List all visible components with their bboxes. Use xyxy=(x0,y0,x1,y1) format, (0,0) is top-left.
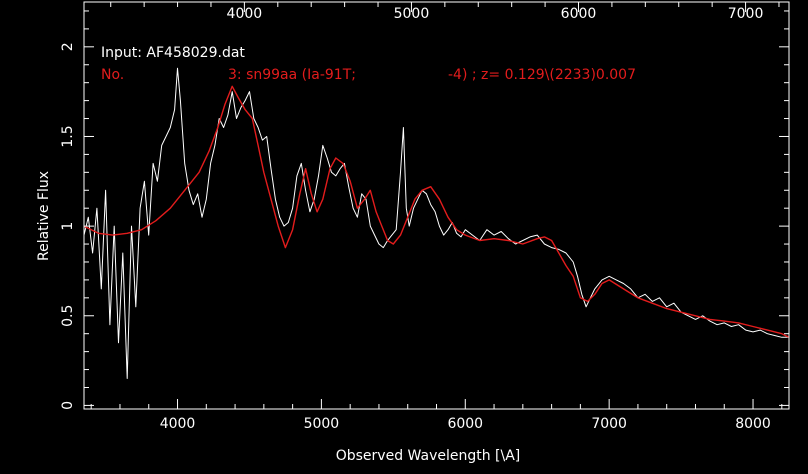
x-axis-title: Observed Wavelength [\A] xyxy=(336,448,521,464)
y-tick-label: 1.5 xyxy=(60,125,76,147)
x-tick-label: 7000 xyxy=(591,416,627,432)
top-tick-label: 5000 xyxy=(394,6,430,22)
template-fit-line xyxy=(83,85,790,338)
series-layer xyxy=(83,67,790,379)
input-file-label: Input: AF458029.dat xyxy=(101,45,245,61)
template-no-label: No. xyxy=(101,67,124,83)
top-tick-label: 6000 xyxy=(561,6,597,22)
top-tick-label: 7000 xyxy=(728,6,764,22)
top-tick-label: 4000 xyxy=(227,6,263,22)
y-tick-label: 0 xyxy=(60,401,76,410)
template-age-redshift-label: -4) ; z= 0.129\(2233)0.007 xyxy=(448,67,636,83)
ticks-layer: 4000 5000 6000 7000 8000 4000 5000 6000 7000 0 0.5… xyxy=(60,2,789,432)
x-tick-label: 6000 xyxy=(447,416,483,432)
x-tick-label: 8000 xyxy=(735,416,771,432)
y-tick-label: 2 xyxy=(60,42,76,51)
y-axis-title: Relative Flux xyxy=(36,171,52,261)
observed-spectrum-line xyxy=(83,67,789,379)
x-tick-label: 4000 xyxy=(160,416,196,432)
x-tick-label: 5000 xyxy=(304,416,340,432)
y-tick-label: 1 xyxy=(60,222,76,231)
template-name-label: 3: sn99aa (Ia-91T; xyxy=(228,67,356,83)
y-tick-label: 0.5 xyxy=(60,305,76,327)
